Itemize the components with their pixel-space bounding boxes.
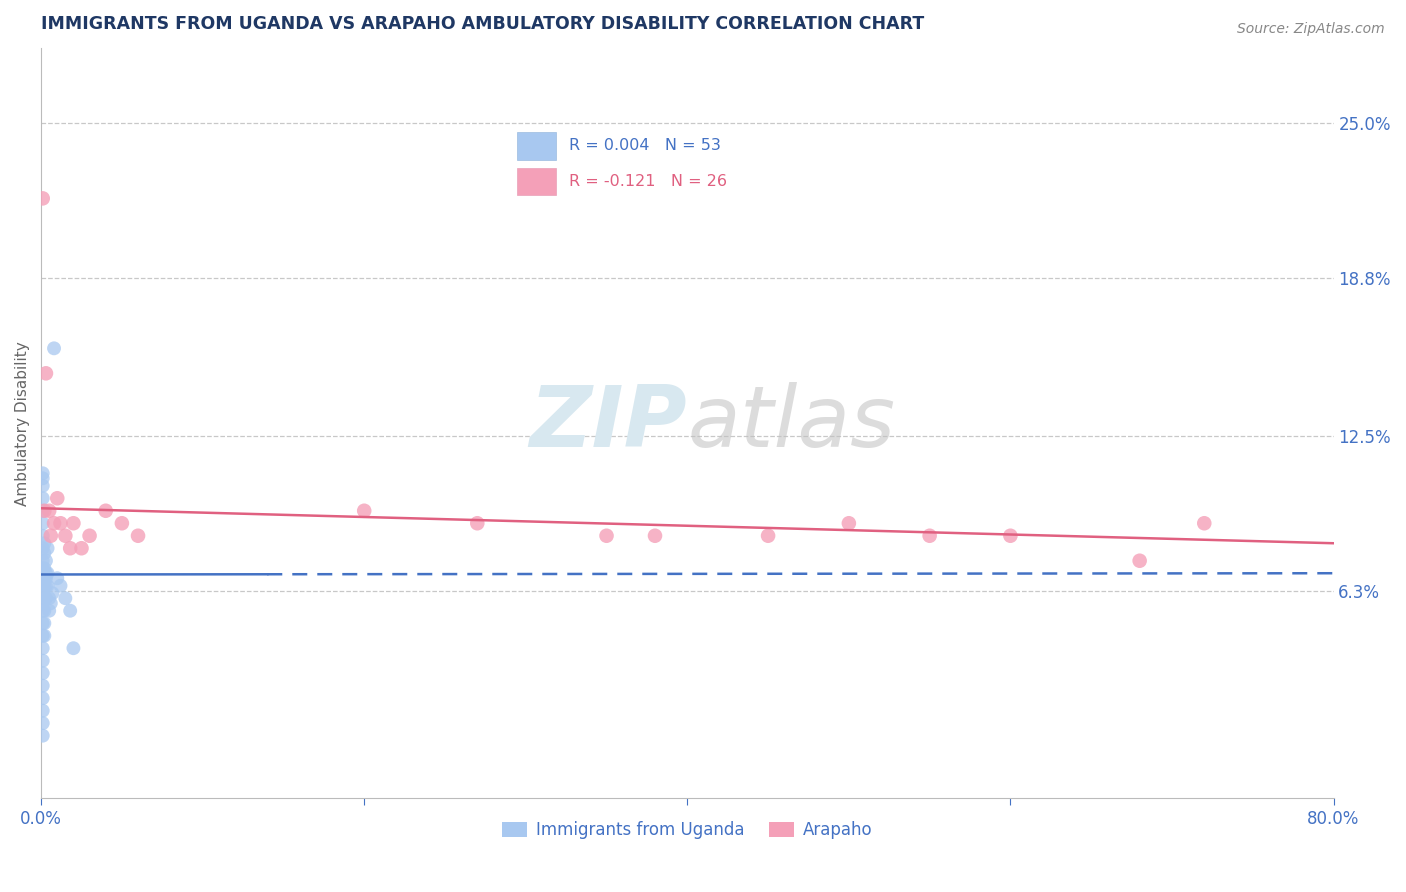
Point	[31, 571, 53, 585]
FancyBboxPatch shape	[517, 168, 557, 195]
Point	[59, 541, 82, 556]
Point	[31, 596, 53, 610]
Point	[31, 654, 53, 668]
Point	[34, 536, 56, 550]
Point	[34, 591, 56, 606]
Point	[465, 516, 488, 531]
Point	[35, 367, 58, 381]
Point	[53, 529, 76, 543]
Point	[1129, 554, 1152, 568]
Point	[838, 516, 860, 531]
Point	[31, 679, 53, 693]
Point	[595, 529, 617, 543]
Legend: Immigrants from Uganda, Arapaho: Immigrants from Uganda, Arapaho	[496, 814, 879, 846]
Point	[79, 529, 101, 543]
Point	[38, 591, 60, 606]
Point	[111, 516, 134, 531]
Point	[1000, 529, 1022, 543]
Point	[37, 566, 59, 581]
Point	[31, 729, 53, 743]
Point	[34, 504, 56, 518]
Point	[31, 716, 53, 731]
Point	[34, 561, 56, 575]
Point	[31, 541, 53, 556]
Point	[31, 491, 53, 506]
Point	[31, 691, 53, 706]
Point	[31, 629, 53, 643]
Point	[34, 604, 56, 618]
Point	[31, 467, 53, 481]
Text: IMMIGRANTS FROM UGANDA VS ARAPAHO AMBULATORY DISABILITY CORRELATION CHART: IMMIGRANTS FROM UGANDA VS ARAPAHO AMBULA…	[41, 15, 924, 33]
Point	[38, 504, 60, 518]
Point	[34, 616, 56, 631]
Y-axis label: Ambulatory Disability: Ambulatory Disability	[15, 341, 30, 506]
Point	[34, 546, 56, 560]
Point	[53, 591, 76, 606]
Point	[39, 596, 62, 610]
Point	[127, 529, 149, 543]
FancyBboxPatch shape	[517, 132, 557, 160]
Point	[34, 579, 56, 593]
Point	[70, 541, 93, 556]
Point	[31, 604, 53, 618]
Point	[35, 591, 58, 606]
Point	[41, 586, 63, 600]
Text: ZIP: ZIP	[530, 382, 688, 465]
Point	[42, 341, 65, 355]
Point	[59, 604, 82, 618]
Point	[34, 629, 56, 643]
Point	[31, 471, 53, 485]
Point	[62, 516, 84, 531]
Point	[35, 579, 58, 593]
Point	[62, 641, 84, 656]
Point	[37, 579, 59, 593]
Point	[49, 516, 72, 531]
Text: Source: ZipAtlas.com: Source: ZipAtlas.com	[1237, 22, 1385, 37]
Point	[31, 191, 53, 205]
Point	[42, 516, 65, 531]
Text: R = -0.121   N = 26: R = -0.121 N = 26	[569, 174, 727, 188]
Point	[34, 571, 56, 585]
Point	[918, 529, 941, 543]
Point	[1194, 516, 1216, 531]
Point	[49, 579, 72, 593]
Point	[94, 504, 117, 518]
Text: R = 0.004   N = 53: R = 0.004 N = 53	[569, 138, 721, 153]
Point	[35, 554, 58, 568]
Point	[31, 586, 53, 600]
Point	[31, 479, 53, 493]
Point	[31, 616, 53, 631]
Point	[31, 666, 53, 681]
Point	[31, 641, 53, 656]
Point	[353, 504, 375, 518]
Point	[644, 529, 666, 543]
Point	[35, 571, 58, 585]
Point	[31, 579, 53, 593]
Point	[31, 704, 53, 718]
Point	[38, 604, 60, 618]
Point	[756, 529, 779, 543]
Text: atlas: atlas	[688, 382, 896, 465]
Point	[31, 516, 53, 531]
Point	[37, 541, 59, 556]
Point	[46, 491, 69, 506]
Point	[31, 561, 53, 575]
Point	[31, 554, 53, 568]
Point	[31, 504, 53, 518]
Point	[31, 566, 53, 581]
Point	[31, 529, 53, 543]
Point	[35, 566, 58, 581]
Point	[46, 571, 69, 585]
Point	[39, 529, 62, 543]
